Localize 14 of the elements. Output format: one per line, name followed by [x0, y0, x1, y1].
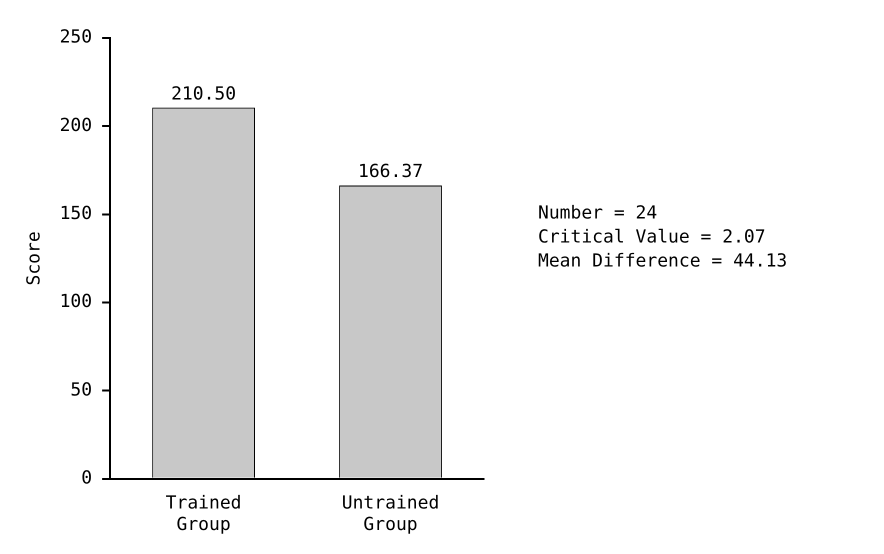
x-tick-label: Trained Group	[166, 492, 242, 535]
text: Mean Difference = 44.13	[538, 250, 788, 272]
y-tick-label: 50	[70, 379, 92, 400]
y-axis-title: Score	[23, 231, 44, 286]
y-tick-label: 150	[60, 202, 92, 224]
data-label: 210.50	[171, 83, 236, 104]
y-tick-label: 250	[60, 26, 92, 48]
y-tick-label: 100	[60, 291, 92, 312]
y-tick-label: 0	[81, 467, 92, 488]
text: Critical Value = 2.07	[538, 226, 766, 248]
data-label: 166.37	[358, 161, 424, 182]
x-tick-label: Untrained Group	[342, 492, 440, 535]
text: Number = 24	[538, 202, 658, 224]
y-tick-label: 200	[60, 114, 92, 136]
